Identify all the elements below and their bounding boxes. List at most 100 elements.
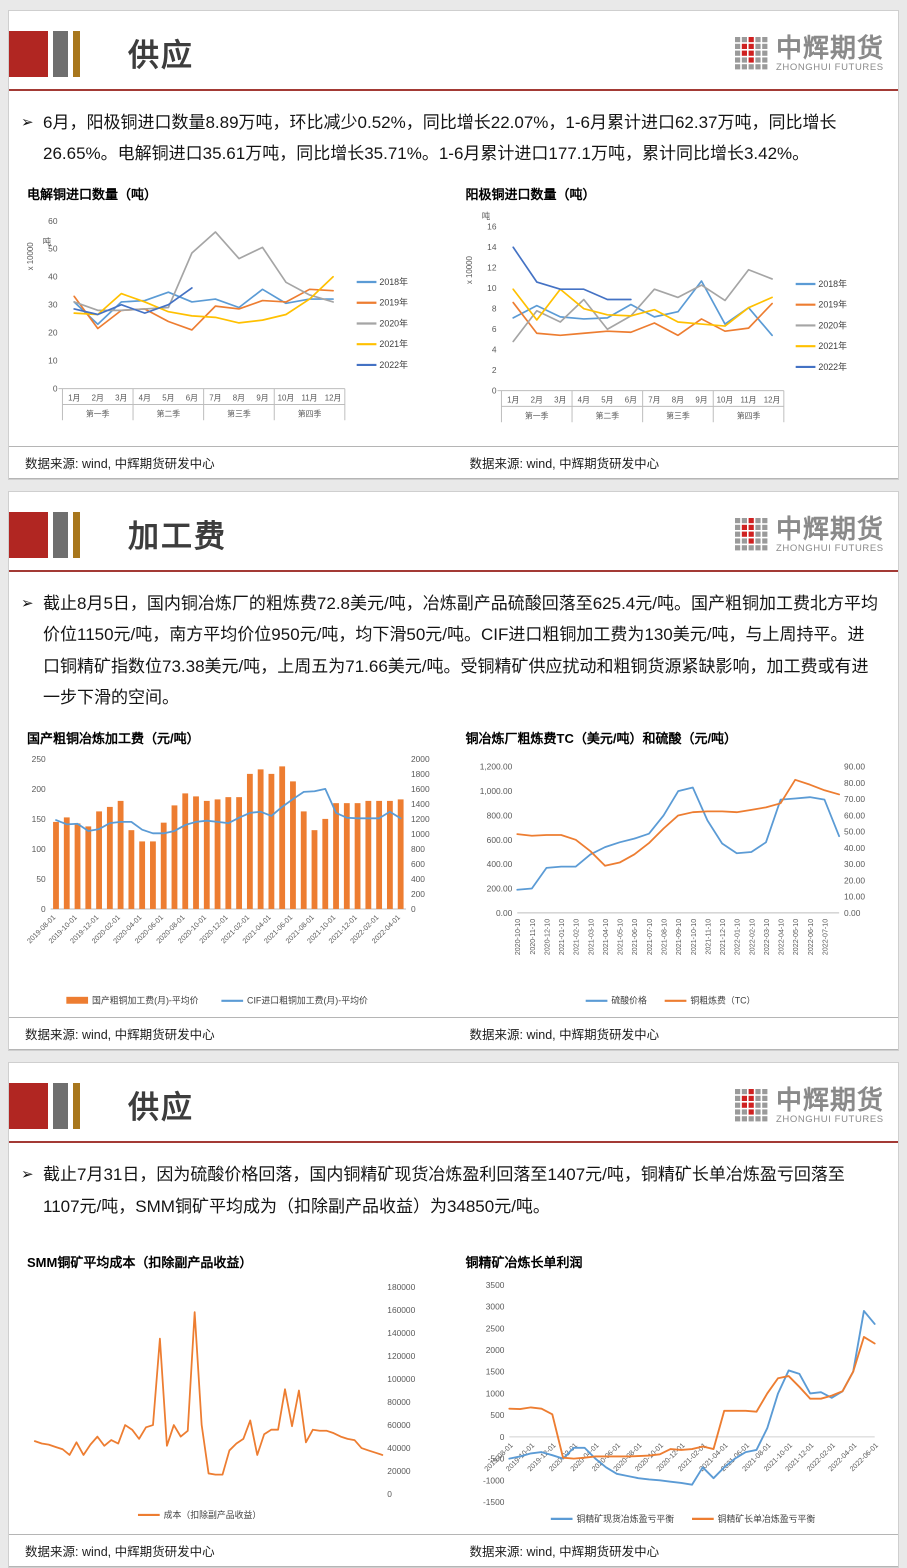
svg-text:3500: 3500 — [485, 1280, 504, 1290]
chart-electrolytic-copper-imports: 0 10 20 30 40 50 60 1月 2月 3月 4月 5月 6月 7月 8月 9月 10月 11月 12月… — [26, 216, 408, 421]
chart-title: 铜冶炼厂粗炼费TC（美元/吨）和硫酸（元/吨） — [465, 730, 738, 746]
svg-text:70.00: 70.00 — [844, 794, 865, 804]
svg-text:2020-11-10: 2020-11-10 — [528, 918, 536, 954]
svg-text:-1000: -1000 — [482, 1475, 504, 1485]
chart-title: 铜精矿冶炼长单利润 — [465, 1255, 583, 1271]
svg-text:250: 250 — [32, 753, 46, 763]
svg-text:80000: 80000 — [387, 1397, 411, 1407]
svg-text:100000: 100000 — [387, 1374, 415, 1384]
svg-text:0: 0 — [387, 1489, 392, 1499]
logo-text: 中辉期货 ZHONGHUI FUTURES — [776, 516, 884, 554]
summary-paragraph: ➢ 截止7月31日，因为硫酸价格回落，国内铜精矿现货冶炼盈利回落至1407元/吨… — [9, 1143, 898, 1230]
svg-text:60000: 60000 — [387, 1420, 411, 1430]
svg-text:1800: 1800 — [411, 768, 430, 778]
chart-title: 阳极铜进口数量（吨） — [465, 186, 596, 202]
svg-text:2020-10-10: 2020-10-10 — [514, 918, 522, 954]
svg-text:2: 2 — [491, 365, 496, 375]
svg-text:120000: 120000 — [387, 1351, 415, 1361]
svg-text:2021-04-10: 2021-04-10 — [601, 918, 609, 954]
svg-text:1,000.00: 1,000.00 — [479, 786, 512, 796]
svg-text:国产粗铜加工费(月)-平均价: 国产粗铜加工费(月)-平均价 — [92, 994, 199, 1005]
chart-title: 国产粗铜冶炼加工费（元/吨） — [27, 730, 200, 746]
logo-grid-icon — [734, 1088, 768, 1122]
svg-text:12: 12 — [487, 263, 497, 273]
svg-text:2021-12-10: 2021-12-10 — [719, 918, 727, 954]
logo-name-cn: 中辉期货 — [775, 513, 884, 544]
charts-row: 国产粗铜冶炼加工费（元/吨） 0 50 100 150 200 250 0 200 400 600… — [9, 722, 898, 1014]
svg-text:第三季: 第三季 — [227, 408, 251, 418]
svg-text:600: 600 — [411, 858, 425, 868]
svg-text:5月: 5月 — [162, 393, 174, 402]
source-row: 数据来源: wind, 中辉期货研发中心 数据来源: wind, 中辉期货研发中… — [9, 1017, 898, 1051]
chart-box: 铜冶炼厂粗炼费TC（美元/吨）和硫酸（元/吨） 0.00 200.00 400.00… — [454, 724, 893, 1014]
svg-text:2022-03-10: 2022-03-10 — [762, 918, 770, 954]
section-marker-icon — [9, 1083, 80, 1130]
svg-text:20000: 20000 — [387, 1466, 411, 1476]
logo-name-en: ZHONGHUI FUTURES — [775, 1114, 884, 1126]
gray-block-icon — [53, 1083, 68, 1130]
svg-text:1200: 1200 — [411, 813, 430, 823]
panel-header: 加工费 中辉期货 ZHONGHUI FUTURES — [9, 492, 898, 564]
svg-text:2021-01-10: 2021-01-10 — [558, 918, 566, 954]
svg-text:7月: 7月 — [648, 395, 660, 404]
logo-name-cn: 中辉期货 — [775, 33, 884, 63]
svg-text:2021-02-10: 2021-02-10 — [572, 918, 580, 954]
header-divider — [9, 89, 898, 91]
arrow-bullet-icon: ➢ — [21, 1166, 34, 1184]
svg-text:第四季: 第四季 — [736, 410, 760, 420]
svg-text:140000: 140000 — [387, 1328, 415, 1338]
svg-text:10: 10 — [48, 356, 58, 366]
svg-text:2018年: 2018年 — [818, 278, 847, 289]
data-source-label: 数据来源: wind, 中辉期货研发中心 — [469, 1544, 660, 1559]
svg-text:铜粗炼费（TC）: 铜粗炼费（TC） — [690, 994, 755, 1005]
svg-text:5月: 5月 — [601, 395, 613, 404]
svg-text:0: 0 — [411, 904, 416, 914]
svg-text:3月: 3月 — [554, 395, 566, 404]
svg-text:4: 4 — [491, 344, 496, 354]
svg-text:2000: 2000 — [485, 1345, 504, 1355]
page-title: 供应 — [128, 38, 194, 74]
svg-text:2021-05-10: 2021-05-10 — [616, 918, 624, 954]
svg-text:2021年: 2021年 — [818, 340, 847, 351]
svg-text:2021-07-10: 2021-07-10 — [645, 918, 653, 954]
chart-smm-copper-ore-cost: 0 20000 40000 60000 80000 100000 120000 140000 1… — [33, 1282, 416, 1520]
svg-text:成本（扣除副产品收益）: 成本（扣除副产品收益） — [164, 1509, 262, 1520]
svg-text:600.00: 600.00 — [486, 834, 512, 844]
supply-panel-2: 供应 中辉期货 ZHONGHUI FUTURES ➢ 截止7月31日，因为硫酸价… — [8, 1062, 899, 1568]
svg-text:-500: -500 — [487, 1454, 504, 1464]
svg-text:2022-07-10: 2022-07-10 — [821, 918, 829, 954]
svg-text:11月: 11月 — [740, 395, 756, 404]
svg-text:6: 6 — [491, 324, 496, 334]
svg-text:2020-12-10: 2020-12-10 — [543, 918, 551, 954]
svg-text:800.00: 800.00 — [486, 810, 512, 820]
logo-name-en: ZHONGHUI FUTURES — [775, 542, 884, 554]
svg-text:CIF进口粗铜加工费(月)-平均价: CIF进口粗铜加工费(月)-平均价 — [247, 994, 368, 1005]
svg-text:40.00: 40.00 — [844, 843, 865, 853]
svg-text:90.00: 90.00 — [844, 761, 865, 771]
svg-text:2021-11-10: 2021-11-10 — [704, 918, 712, 954]
svg-text:铜精矿长单冶炼盈亏平衡: 铜精矿长单冶炼盈亏平衡 — [717, 1513, 815, 1524]
svg-text:第二季: 第二季 — [595, 410, 619, 420]
chart-box: 国产粗铜冶炼加工费（元/吨） 0 50 100 150 200 250 0 200 400 600… — [15, 724, 454, 1014]
svg-text:x 10000: x 10000 — [26, 242, 35, 271]
svg-text:1000: 1000 — [485, 1389, 504, 1399]
svg-text:100: 100 — [32, 843, 46, 853]
svg-text:x 10000: x 10000 — [464, 255, 473, 284]
svg-text:0: 0 — [41, 904, 46, 914]
svg-text:1月: 1月 — [68, 393, 80, 402]
summary-text: 截止7月31日，因为硫酸价格回落，国内铜精矿现货冶炼盈利回落至1407元/吨，铜… — [43, 1165, 845, 1216]
svg-text:2022年: 2022年 — [379, 359, 408, 370]
data-source-label: 数据来源: wind, 中辉期货研发中心 — [25, 1544, 215, 1559]
svg-text:40: 40 — [48, 272, 58, 282]
brand-logo: 中辉期货 ZHONGHUI FUTURES — [734, 516, 884, 554]
svg-text:第四季: 第四季 — [298, 408, 322, 418]
panel-header: 供应 中辉期货 ZHONGHUI FUTURES — [9, 1063, 898, 1135]
svg-text:2022-05-10: 2022-05-10 — [792, 918, 800, 954]
svg-text:9月: 9月 — [256, 393, 268, 402]
processing-fee-panel: 加工费 中辉期货 ZHONGHUI FUTURES ➢ 截止8月5日，国内铜冶炼… — [8, 490, 899, 1052]
svg-text:2021年: 2021年 — [379, 338, 408, 349]
svg-text:2月: 2月 — [92, 393, 104, 402]
chart-title: 电解铜进口数量（吨） — [27, 186, 158, 202]
svg-text:0.00: 0.00 — [495, 907, 512, 917]
svg-text:16: 16 — [487, 222, 497, 232]
